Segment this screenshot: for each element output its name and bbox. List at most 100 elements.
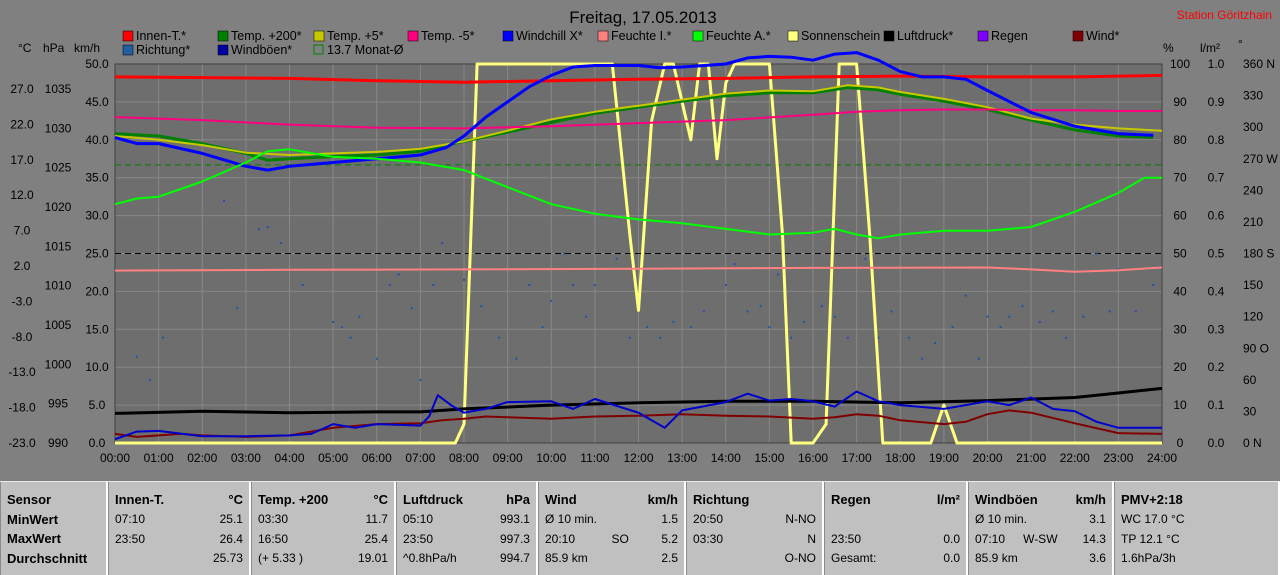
direction-tick: 60 — [1243, 373, 1257, 387]
stats-header-unit: km/h — [647, 492, 678, 508]
direction-point — [432, 284, 435, 287]
x-tick: 11:00 — [580, 451, 609, 465]
temp-tick: -13.0 — [8, 365, 36, 379]
wind-tick: 10.0 — [85, 360, 109, 374]
stats-cell: 1.6hPa/3h — [1121, 551, 1176, 566]
pressure-tick: 1025 — [45, 161, 72, 175]
wind-tick: 15.0 — [85, 322, 109, 336]
direction-point — [759, 305, 762, 308]
legend-swatch — [883, 30, 895, 42]
direction-point — [161, 336, 164, 339]
direction-point — [689, 326, 692, 329]
stats-header-label: Innen-T. — [115, 492, 165, 508]
legend-label: Wind* — [1086, 29, 1119, 43]
pressure-tick: 1000 — [45, 357, 72, 371]
direction-point — [768, 326, 771, 329]
x-tick: 01:00 — [144, 451, 174, 465]
stats-cell: W-SW — [1023, 531, 1058, 546]
wind-tick: 20.0 — [85, 284, 109, 298]
legend-label: Feuchte A.* — [706, 29, 771, 43]
stats-cell: MaxWert — [7, 531, 61, 547]
stats-row: 20:10 SO 5.2 — [545, 529, 678, 549]
wind-tick: 50.0 — [85, 57, 109, 71]
rain-tick: 1.0 — [1208, 57, 1225, 71]
legend-label: 13.7 Monat-Ø — [327, 43, 404, 57]
series-line-temp-5- — [114, 108, 1162, 130]
direction-point — [1152, 284, 1155, 287]
stats-cell: 14.3 — [1082, 531, 1106, 546]
direction-point — [340, 326, 343, 329]
humidity-tick: 30 — [1173, 322, 1187, 336]
direction-point — [1134, 310, 1137, 313]
series-line-luftdruck- — [114, 386, 1163, 415]
stats-cell: TP 12.1 °C — [1121, 531, 1180, 546]
stats-cell: ^0.8hPa/h — [403, 551, 457, 566]
direction-point — [1108, 310, 1111, 313]
direction-tick: 330 — [1243, 89, 1263, 103]
stats-header: Luftdruck hPa — [403, 490, 530, 510]
humidity-tick: 40 — [1173, 284, 1187, 298]
stats-row: Durchschnitt — [7, 549, 100, 569]
x-tick: 13:00 — [667, 451, 697, 465]
stats-cell: 20:50 — [693, 512, 724, 527]
x-tick: 16:00 — [798, 451, 828, 465]
unit-degree: ° — [1238, 37, 1243, 51]
stats-header-label: Regen — [831, 492, 871, 508]
stats-cell: 25.1 — [219, 512, 243, 527]
legend-swatch — [407, 30, 419, 42]
direction-point — [410, 307, 413, 310]
stats-column: Temp. +200 °C 03:30 11.7 16:50 25.4 (+ 5.33 ) 1… — [251, 482, 396, 575]
stats-header: Innen-T. °C — [115, 490, 243, 510]
direction-tick: 300 — [1243, 120, 1263, 134]
direction-point — [864, 257, 867, 260]
stats-cell: Gesamt: — [831, 551, 877, 566]
legend-label: Windchill X* — [516, 29, 583, 43]
unit-hpa: hPa — [43, 41, 65, 55]
unit-percent: % — [1163, 41, 1174, 55]
plot-area — [114, 51, 1163, 445]
legend-swatch — [217, 30, 229, 42]
direction-point — [628, 336, 631, 339]
x-tick: 22:00 — [1060, 451, 1090, 465]
stats-row: 03:30 11.7 — [258, 510, 388, 530]
legend-label: Feuchte I.* — [611, 29, 672, 43]
direction-point — [777, 273, 780, 276]
direction-point — [877, 336, 880, 339]
direction-point — [585, 315, 588, 318]
x-tick: 18:00 — [885, 451, 915, 465]
legend-label: Innen-T.* — [136, 29, 186, 43]
x-tick: 05:00 — [318, 451, 348, 465]
direction-tick: 360 N — [1243, 57, 1275, 71]
temp-tick: 17.0 — [10, 153, 34, 167]
stats-row: Ø 10 min. 3.1 — [975, 510, 1106, 530]
series-line-temp-200- — [114, 86, 1154, 162]
stats-cell: 85.9 km — [545, 551, 588, 566]
stats-row: 25.73 — [115, 549, 243, 569]
direction-point — [375, 357, 378, 360]
rain-tick: 0.2 — [1208, 360, 1225, 374]
stats-cell: 25.73 — [212, 551, 243, 566]
chart-title: Freitag, 17.05.2013 — [569, 8, 716, 27]
humidity-tick: 90 — [1173, 95, 1187, 109]
stats-row: 85.9 km 3.6 — [975, 549, 1106, 569]
legend-swatch — [217, 44, 229, 56]
direction-point — [977, 357, 980, 360]
x-tick: 12:00 — [623, 451, 653, 465]
x-tick: 04:00 — [274, 451, 304, 465]
direction-point — [890, 310, 893, 313]
stats-column: PMV+2:18 WC 17.0 °C TP 12.1 °C 1.6hPa/3h — [1114, 482, 1280, 575]
temp-tick: 27.0 — [10, 82, 34, 96]
stats-cell: MinWert — [7, 511, 59, 527]
stats-row: ^0.8hPa/h 994.7 — [403, 549, 530, 569]
x-tick: 23:00 — [1103, 451, 1133, 465]
stats-cell: O-NO — [784, 551, 816, 566]
stats-row: 23:50 997.3 — [403, 529, 530, 549]
direction-tick: 240 — [1243, 183, 1263, 197]
direction-point — [1021, 305, 1024, 308]
direction-point — [572, 284, 575, 287]
direction-point — [1082, 315, 1085, 318]
stats-header: Wind km/h — [545, 490, 678, 510]
direction-point — [820, 305, 823, 308]
direction-point — [388, 284, 391, 287]
direction-point — [301, 284, 304, 287]
